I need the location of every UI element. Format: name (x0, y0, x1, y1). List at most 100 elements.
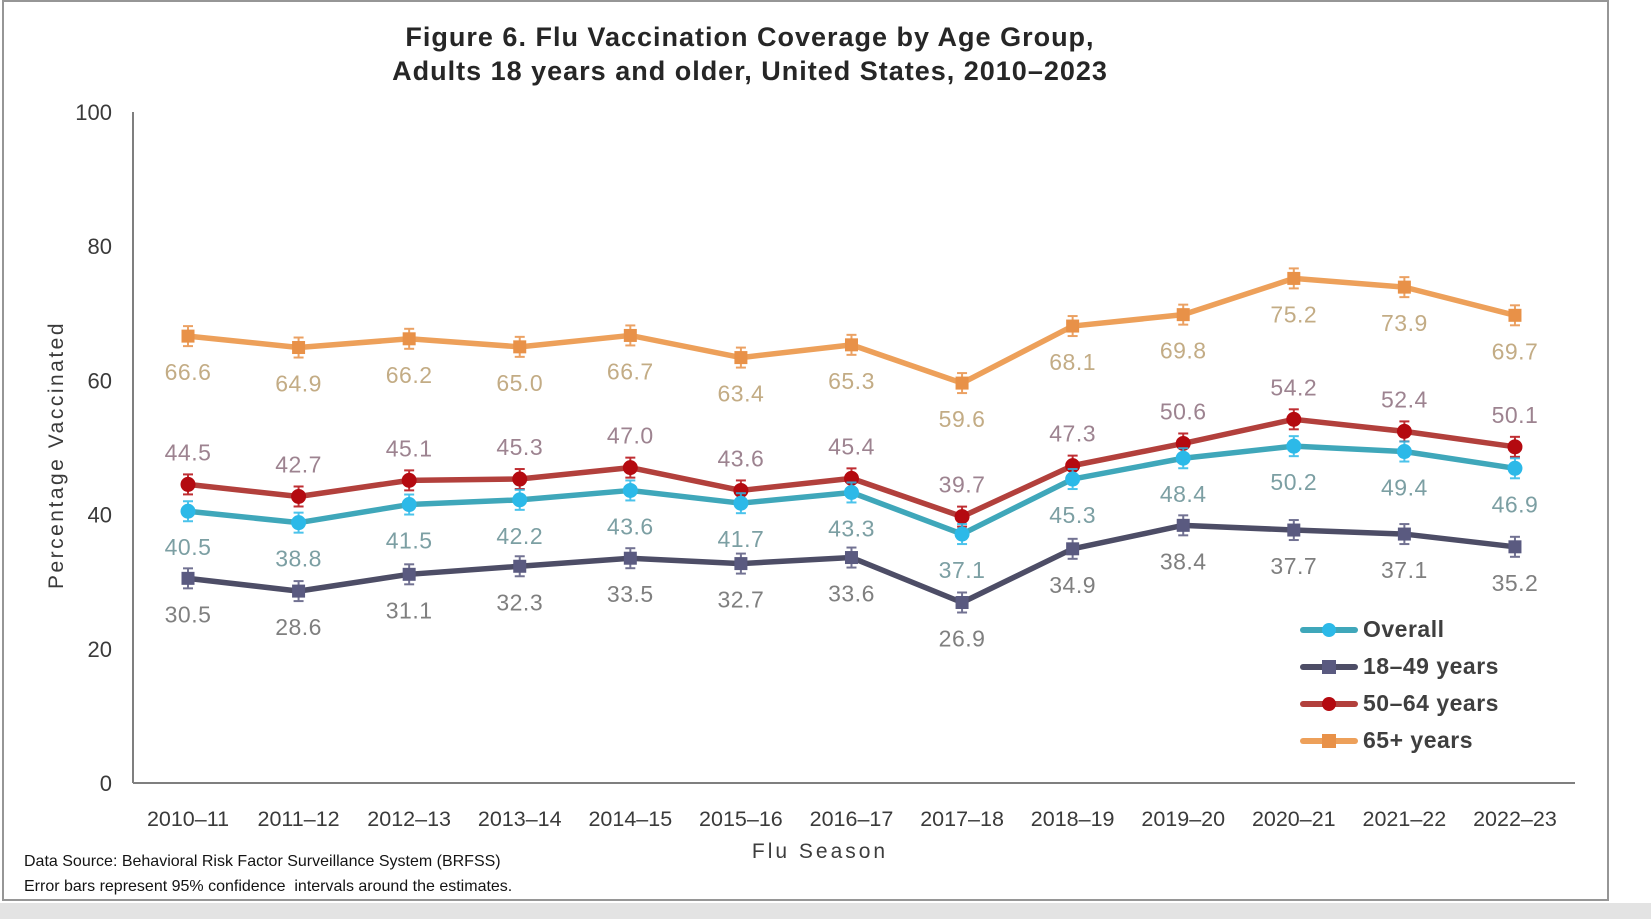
data-point-label: 33.5 (607, 581, 654, 607)
data-point-marker (1397, 280, 1411, 294)
data-point-marker (623, 328, 637, 342)
bottom-gray-strip (0, 903, 1651, 919)
legend-label: 18–49 years (1363, 653, 1499, 679)
legend-label: 50–64 years (1363, 690, 1499, 716)
data-point-marker (1287, 523, 1301, 537)
legend-marker (1322, 696, 1336, 711)
series-65+-years: 66.6 64.9 66.2 65.0 66.7 63.4 65.3 59.6 68.1 69.8… (165, 267, 1539, 432)
data-point-label: 50.6 (1160, 398, 1207, 424)
data-point-marker (512, 492, 528, 508)
data-point-label: 37.7 (1270, 553, 1317, 579)
data-point-marker (1066, 319, 1080, 333)
data-point-marker (1507, 439, 1523, 455)
data-point-marker (292, 584, 306, 598)
data-point-marker (1065, 471, 1081, 487)
legend-item-overall: Overall (1300, 611, 1499, 648)
data-point-label: 43.3 (828, 515, 875, 541)
data-point-label: 41.5 (386, 528, 433, 554)
x-tick-label: 2016–17 (810, 807, 894, 831)
chart-title-line1: Figure 6. Flu Vaccination Coverage by Ag… (405, 22, 1095, 52)
data-point-marker (1175, 435, 1191, 451)
data-point-marker (1286, 438, 1302, 454)
y-tick-label: 100 (75, 100, 112, 125)
y-tick-label: 80 (88, 234, 112, 259)
data-point-marker (512, 471, 528, 487)
error-bars-note: Error bars represent 95% confidence inte… (24, 878, 513, 895)
y-tick-label: 40 (88, 503, 112, 528)
data-point-marker (1175, 450, 1191, 466)
data-point-label: 63.4 (718, 381, 765, 407)
legend-label: 65+ years (1363, 727, 1474, 753)
y-tick-label: 20 (88, 637, 112, 662)
data-point-marker (734, 351, 748, 365)
data-point-marker (1176, 518, 1190, 532)
series-50-64-years: 44.5 42.7 45.1 45.3 47.0 43.6 45.4 39.7 47.3 50.6… (165, 374, 1538, 528)
data-point-marker (955, 376, 969, 390)
data-point-label: 66.6 (165, 359, 212, 385)
data-point-label: 75.2 (1270, 301, 1317, 327)
x-axis-title: Flu Season (751, 840, 889, 863)
chart-legend: Overall 18–49 years 50–64 years 65+ years (1300, 611, 1499, 759)
data-point-label: 35.2 (1492, 570, 1539, 596)
data-point-marker (622, 482, 638, 498)
data-point-marker (401, 497, 417, 513)
data-point-label: 44.5 (165, 439, 212, 465)
data-point-marker (954, 526, 970, 542)
legend-item-50-64-years: 50–64 years (1300, 685, 1499, 722)
data-point-marker (1396, 423, 1412, 439)
data-point-label: 49.4 (1381, 475, 1428, 501)
data-point-label: 48.4 (1160, 481, 1207, 507)
series-18-49-years: 30.5 28.6 31.1 32.3 33.5 32.7 33.6 26.9 34.9 38.4… (165, 514, 1539, 652)
x-tick-label: 2018–19 (1031, 807, 1115, 831)
data-point-marker (1176, 308, 1190, 322)
data-point-label: 31.1 (386, 597, 433, 623)
data-point-label: 47.3 (1049, 421, 1096, 447)
data-point-marker (955, 596, 969, 610)
data-point-label: 65.3 (828, 368, 875, 394)
data-point-label: 52.4 (1381, 386, 1428, 412)
data-point-marker (291, 515, 307, 531)
data-point-marker (513, 559, 527, 573)
data-point-label: 65.0 (496, 370, 543, 396)
data-point-label: 45.1 (386, 435, 433, 461)
data-point-marker (180, 476, 196, 492)
data-point-label: 64.9 (275, 371, 322, 397)
data-point-marker (843, 484, 859, 500)
data-point-marker (292, 341, 306, 355)
data-point-label: 38.8 (275, 546, 322, 572)
data-point-label: 33.6 (828, 581, 875, 607)
data-point-marker (1508, 540, 1522, 554)
data-point-label: 26.9 (939, 626, 986, 652)
data-point-label: 68.1 (1049, 349, 1096, 375)
data-point-marker (401, 472, 417, 488)
data-point-label: 59.6 (939, 406, 986, 432)
data-point-label: 38.4 (1160, 548, 1207, 574)
x-tick-label: 2011–12 (258, 807, 340, 831)
data-point-marker (1287, 271, 1301, 285)
data-point-label: 40.5 (165, 534, 212, 560)
legend-item-65+-years: 65+ years (1300, 722, 1499, 759)
data-point-label: 37.1 (939, 557, 986, 583)
x-tick-label: 2015–16 (699, 807, 783, 831)
legend-swatch (1300, 696, 1358, 712)
data-point-marker (622, 460, 638, 476)
legend-swatch (1300, 733, 1358, 749)
data-point-label: 47.0 (607, 423, 654, 449)
x-tick-label: 2022–23 (1473, 807, 1557, 831)
data-point-marker (180, 503, 196, 519)
data-point-marker (733, 482, 749, 498)
data-point-label: 69.7 (1492, 338, 1539, 364)
series-overall: 40.5 38.8 41.5 42.2 43.6 41.7 43.3 37.1 45.3 48.4… (165, 435, 1538, 583)
data-point-marker (1397, 527, 1411, 541)
legend-item-18-49-years: 18–49 years (1300, 648, 1499, 685)
data-point-marker (402, 567, 416, 581)
data-point-marker (1286, 411, 1302, 427)
data-point-label: 30.5 (165, 601, 212, 627)
data-point-label: 73.9 (1381, 310, 1428, 336)
legend-marker (1322, 733, 1336, 748)
x-tick-label: 2019–20 (1141, 807, 1225, 831)
data-point-label: 37.1 (1381, 557, 1428, 583)
data-point-marker (1396, 444, 1412, 460)
y-tick-label: 0 (100, 771, 112, 796)
